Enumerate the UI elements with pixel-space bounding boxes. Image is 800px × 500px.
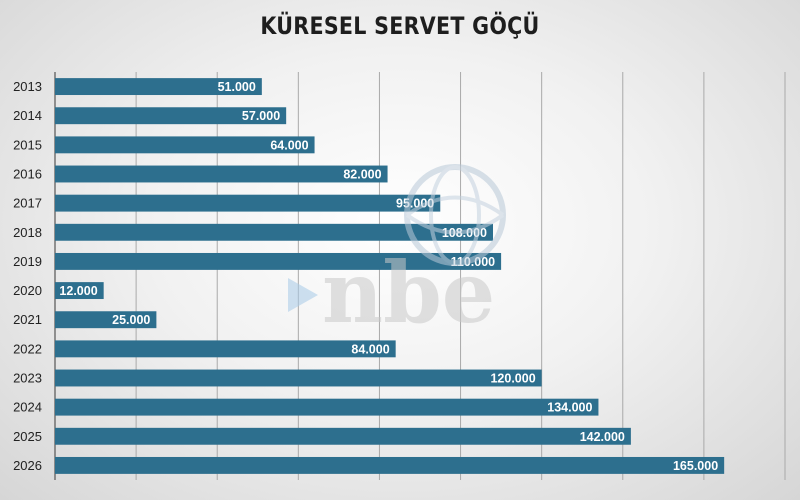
bar <box>55 165 388 183</box>
y-tick-label: 2022 <box>13 341 42 356</box>
bar <box>55 107 287 125</box>
bar <box>55 194 441 212</box>
bar <box>55 427 631 445</box>
bar <box>55 340 396 358</box>
y-tick-label: 2019 <box>13 254 42 269</box>
data-label: 84.000 <box>351 342 389 356</box>
y-tick-label: 2018 <box>13 225 42 240</box>
bar <box>55 223 493 241</box>
bar <box>55 252 502 270</box>
data-label: 165.000 <box>673 459 718 473</box>
data-label: 25.000 <box>112 313 150 327</box>
data-label: 57.000 <box>242 109 280 123</box>
chart-title: KÜRESEL SERVET GÖÇÜ <box>260 12 540 40</box>
data-label: 51.000 <box>218 80 256 94</box>
y-tick-label: 2026 <box>13 458 42 473</box>
y-tick-label: 2025 <box>13 429 42 444</box>
y-tick-label: 2013 <box>13 79 42 94</box>
bar <box>55 456 725 474</box>
y-tick-label: 2016 <box>13 167 42 182</box>
bar <box>55 311 157 329</box>
bar <box>55 282 104 300</box>
bars <box>55 78 725 474</box>
y-tick-label: 2023 <box>13 371 42 386</box>
y-tick-label: 2021 <box>13 312 42 327</box>
data-label: 142.000 <box>580 430 625 444</box>
y-tick-label: 2017 <box>13 196 42 211</box>
bar <box>55 78 262 96</box>
y-tick-label: 2014 <box>13 108 42 123</box>
bar <box>55 136 315 154</box>
y-tick-label: 2015 <box>13 137 42 152</box>
svg-text:nbe: nbe <box>322 243 495 340</box>
bar <box>55 369 542 387</box>
data-label: 82.000 <box>343 168 381 182</box>
labels: 2013 51.000 2014 57.000 2015 64.000 2016 82.000… <box>13 79 718 473</box>
data-label: 134.000 <box>547 401 592 415</box>
y-tick-label: 2020 <box>13 283 42 298</box>
bar <box>55 398 599 416</box>
data-label: 12.000 <box>59 284 97 298</box>
y-tick-label: 2024 <box>13 400 42 415</box>
data-label: 120.000 <box>490 372 535 386</box>
nbe-logo-icon: nbe <box>288 164 506 340</box>
data-label: 64.000 <box>270 138 308 152</box>
